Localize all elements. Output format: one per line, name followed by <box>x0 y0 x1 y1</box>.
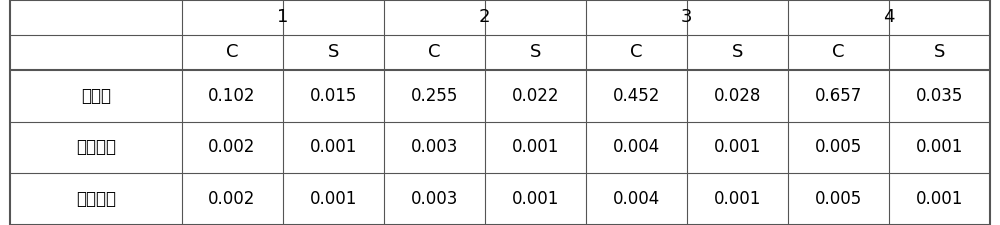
Text: C: C <box>226 43 238 61</box>
Text: C: C <box>832 43 845 61</box>
Text: C: C <box>428 43 440 61</box>
Text: 0.002: 0.002 <box>208 190 256 208</box>
Text: 0.001: 0.001 <box>512 138 559 156</box>
Text: S: S <box>327 43 339 61</box>
Text: 0.255: 0.255 <box>410 87 458 105</box>
Text: 3: 3 <box>681 8 693 27</box>
Text: 1: 1 <box>277 8 288 27</box>
Text: 0.005: 0.005 <box>815 138 862 156</box>
Text: 0.001: 0.001 <box>916 190 963 208</box>
Text: S: S <box>934 43 945 61</box>
Text: 0.005: 0.005 <box>815 190 862 208</box>
Text: 0.452: 0.452 <box>613 87 660 105</box>
Text: C: C <box>630 43 643 61</box>
Text: 0.004: 0.004 <box>613 190 660 208</box>
Text: 0.657: 0.657 <box>815 87 862 105</box>
Text: 不确定度: 不确定度 <box>76 190 116 208</box>
Text: 0.001: 0.001 <box>309 190 357 208</box>
Text: 0.001: 0.001 <box>309 138 357 156</box>
Text: 0.022: 0.022 <box>511 87 559 105</box>
Text: 2: 2 <box>479 8 490 27</box>
Text: 4: 4 <box>883 8 895 27</box>
Text: 0.001: 0.001 <box>714 190 761 208</box>
Text: 0.028: 0.028 <box>714 87 761 105</box>
Text: 标准值: 标准值 <box>81 87 111 105</box>
Text: 0.001: 0.001 <box>714 138 761 156</box>
Text: 0.003: 0.003 <box>410 190 458 208</box>
Text: 0.015: 0.015 <box>309 87 357 105</box>
Text: 0.001: 0.001 <box>916 138 963 156</box>
Text: 0.004: 0.004 <box>613 138 660 156</box>
Text: 0.002: 0.002 <box>208 138 256 156</box>
Text: 0.102: 0.102 <box>208 87 256 105</box>
Text: S: S <box>530 43 541 61</box>
Text: 0.035: 0.035 <box>916 87 963 105</box>
Text: 标准偏差: 标准偏差 <box>76 138 116 156</box>
Text: 0.001: 0.001 <box>512 190 559 208</box>
Text: 0.003: 0.003 <box>410 138 458 156</box>
Text: S: S <box>732 43 743 61</box>
